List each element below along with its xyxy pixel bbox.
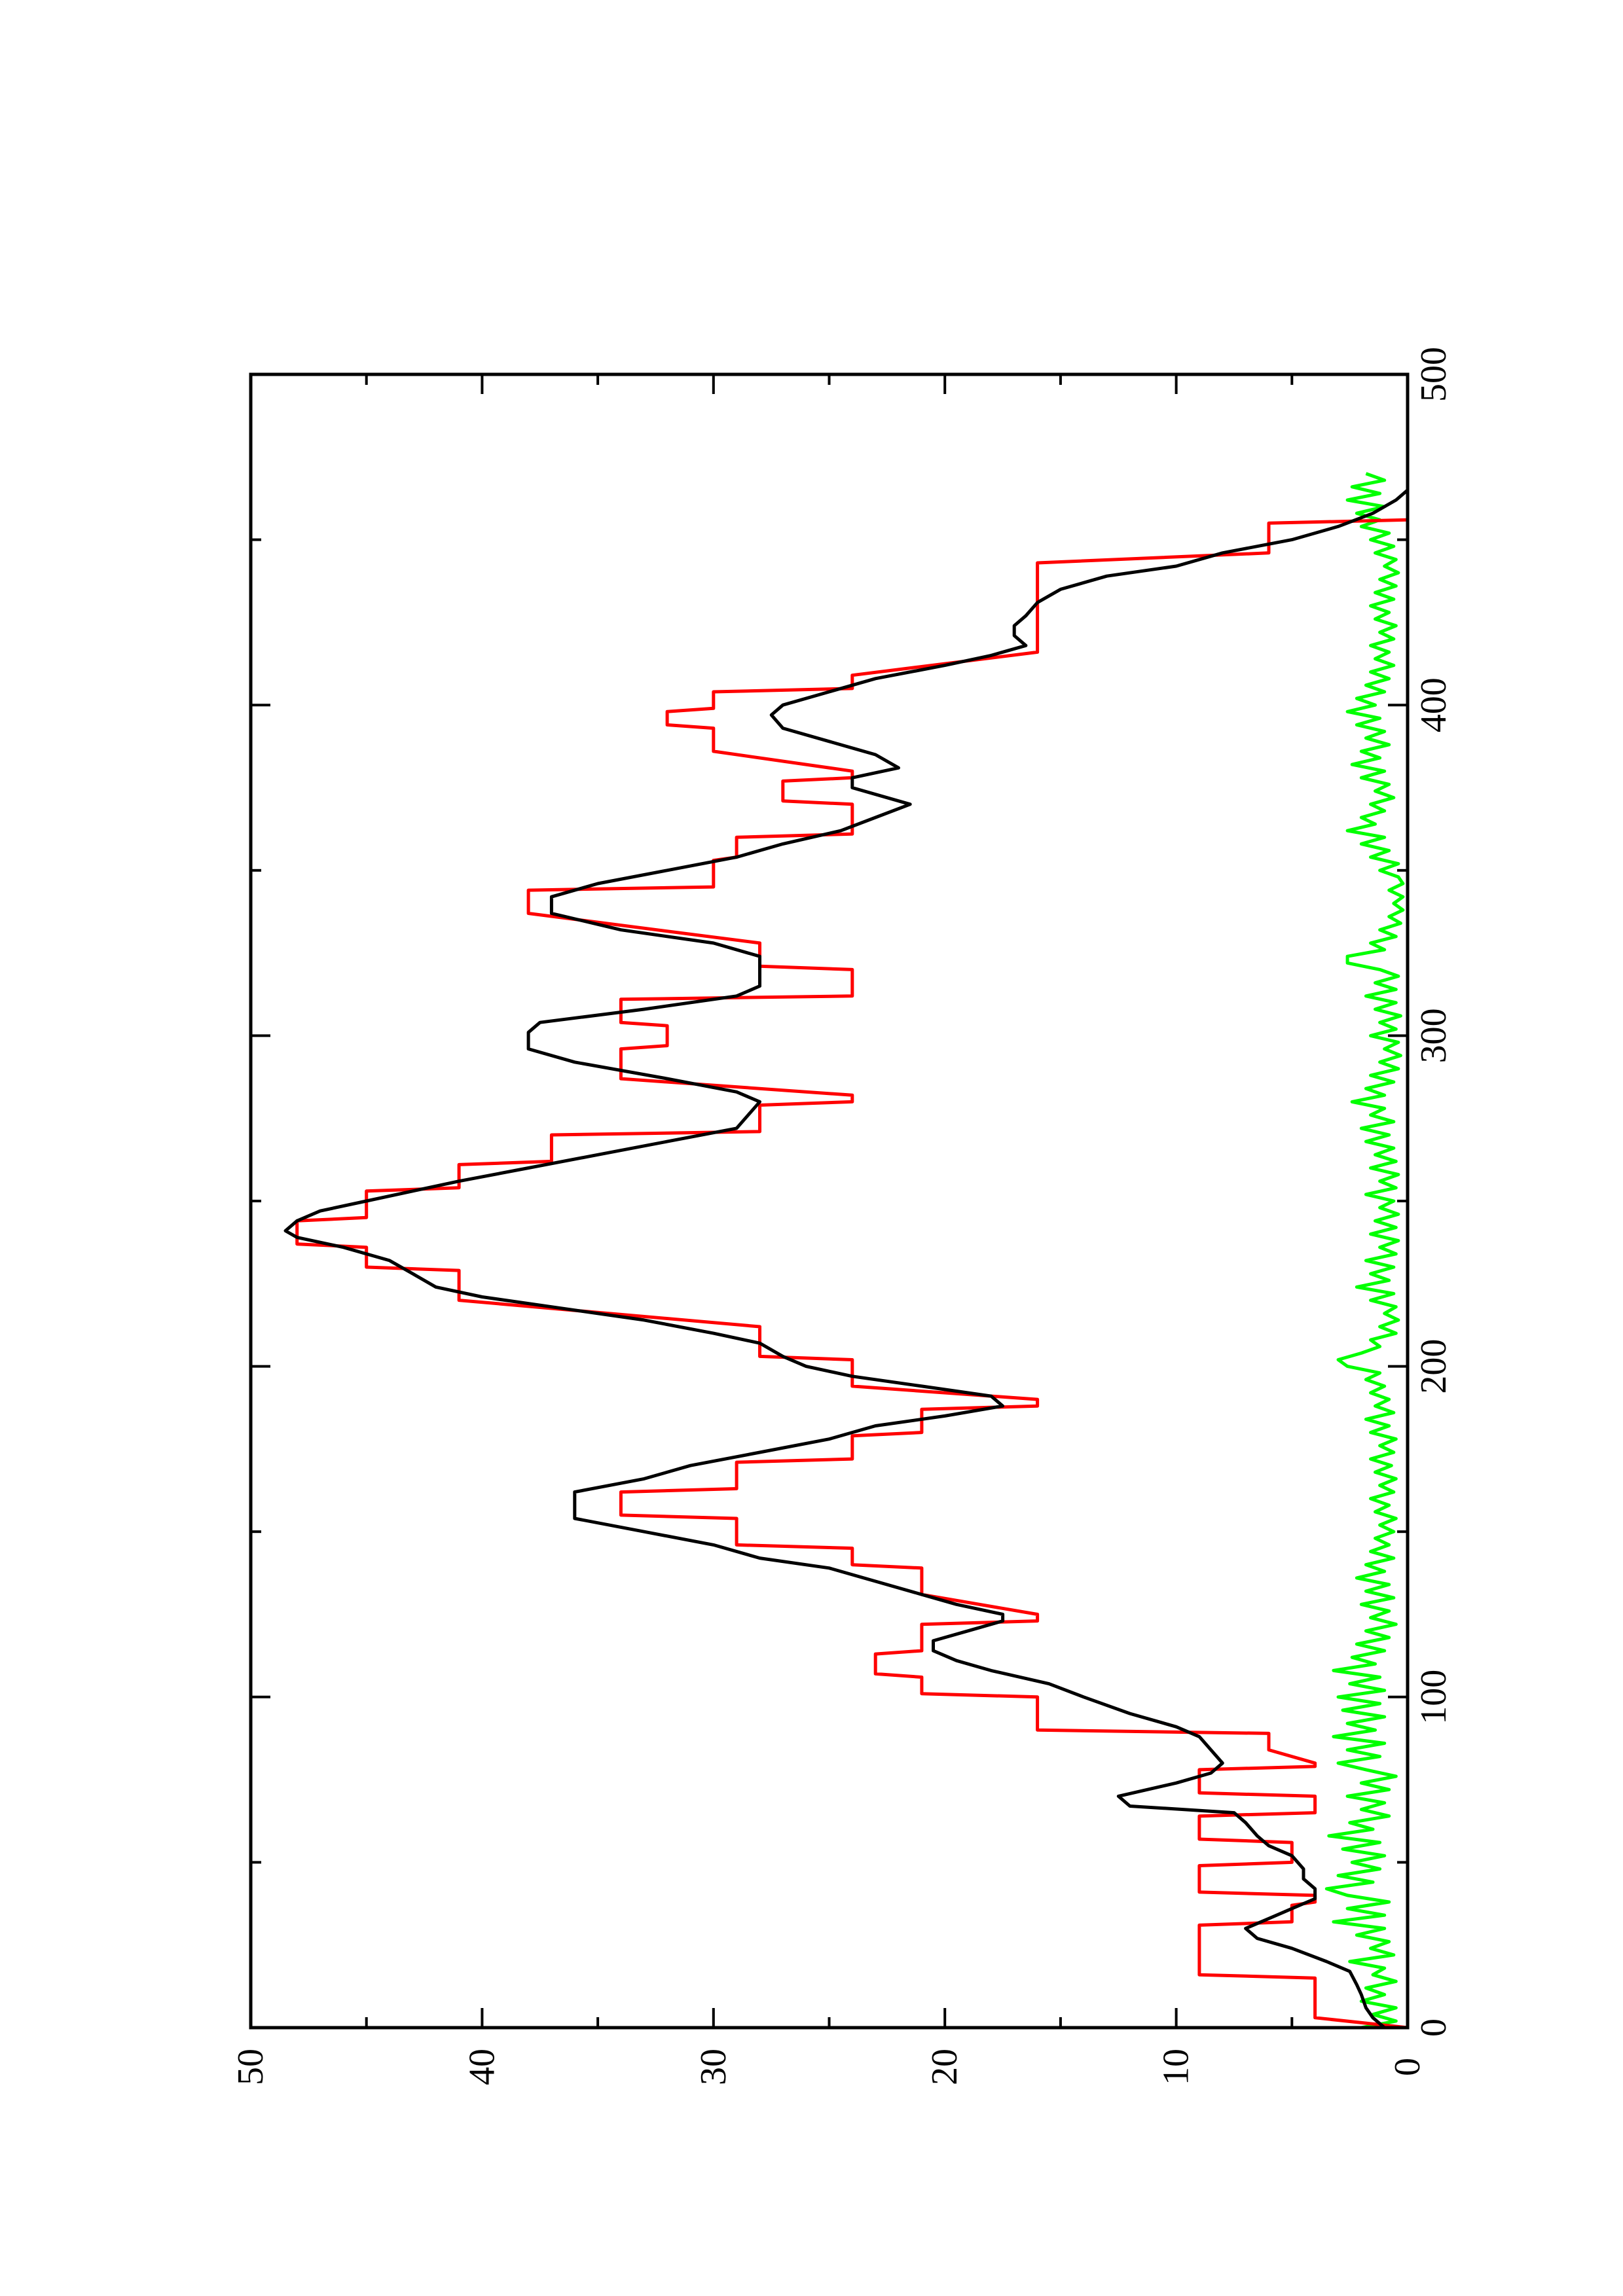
y-tick-label: 10 bbox=[1156, 2049, 1197, 2085]
x-tick-label: 500 bbox=[1413, 347, 1454, 402]
x-tick-label: 300 bbox=[1413, 1008, 1454, 1063]
x-tick-label: 0 bbox=[1413, 2018, 1454, 2037]
series-line-1 bbox=[283, 488, 1409, 2029]
x-tick-label: 100 bbox=[1413, 1670, 1454, 1725]
y-tick-label: 30 bbox=[693, 2049, 734, 2085]
y-tick-label: 40 bbox=[462, 2049, 502, 2085]
series-line-0 bbox=[295, 518, 1408, 2030]
series-line-2 bbox=[1324, 472, 1405, 2030]
y-axis-ticks bbox=[249, 374, 1409, 2028]
y-tick-label: 0 bbox=[1387, 2058, 1428, 2076]
x-tick-label: 200 bbox=[1413, 1339, 1454, 1394]
x-tick-label: 400 bbox=[1413, 677, 1454, 732]
y-tick-label: 20 bbox=[924, 2049, 965, 2085]
y-tick-label: 50 bbox=[230, 2049, 271, 2085]
plot-frame bbox=[249, 372, 1410, 2030]
x-axis-ticks bbox=[251, 373, 1408, 2029]
y-axis-tick-labels: 0 10 20 30 40 50 bbox=[230, 2049, 1428, 2085]
series-layer bbox=[283, 472, 1409, 2030]
x-axis-tick-labels: 0 100 200 300 400 500 bbox=[1413, 347, 1454, 2037]
